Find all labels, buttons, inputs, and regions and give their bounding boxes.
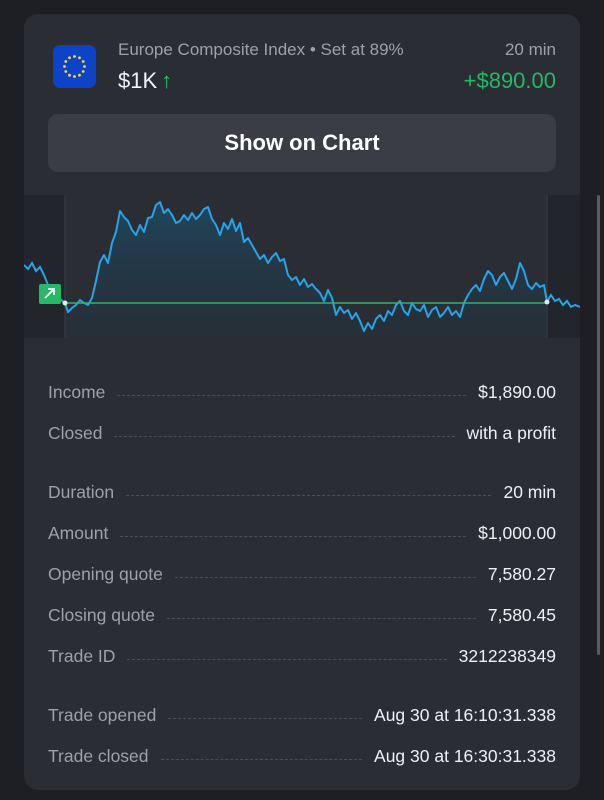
detail-label: Closing quote: [48, 605, 156, 625]
detail-label: Trade closed: [48, 746, 149, 766]
detail-value: $1,890.00: [478, 382, 556, 402]
leader-line: [160, 759, 363, 760]
trade-up-marker-icon: [39, 284, 61, 304]
detail-row-closed: Closed with a profit: [48, 403, 556, 444]
leader-line: [127, 659, 447, 660]
trade-duration: 20 min: [504, 40, 556, 59]
open-point: [62, 300, 68, 306]
detail-row-opening-quote: Opening quote 7,580.27: [48, 544, 556, 585]
detail-value: Aug 30 at 16:10:31.338: [374, 705, 556, 725]
detail-row-trade-id: Trade ID 3212238349: [48, 626, 556, 667]
section-gap: [48, 667, 556, 685]
trade-profit: +$890.00: [463, 68, 556, 93]
detail-label: Trade opened: [48, 705, 157, 725]
detail-row-trade-opened: Trade opened Aug 30 at 16:10:31.338: [48, 685, 556, 726]
close-point: [544, 299, 550, 305]
detail-label: Trade ID: [48, 646, 116, 666]
price-line-post: [546, 293, 580, 309]
asset-name: Europe Composite Index • Set at 89%: [118, 40, 404, 59]
trade-amount-row: $1K ↑: [118, 68, 172, 94]
detail-value: with a profit: [466, 423, 556, 443]
leader-line: [167, 618, 476, 619]
section-gap: [48, 444, 556, 462]
leader-line: [117, 395, 467, 396]
detail-row-trade-closed: Trade closed Aug 30 at 16:30:31.338: [48, 726, 556, 767]
scrollbar[interactable]: [597, 195, 600, 655]
price-area: [65, 202, 547, 338]
show-on-chart-button[interactable]: Show on Chart: [48, 114, 556, 172]
leader-line: [174, 577, 476, 578]
leader-line: [168, 718, 363, 719]
detail-row-income: Income $1,890.00: [48, 362, 556, 403]
leader-line: [126, 495, 492, 496]
arrow-up-icon: ↑: [161, 68, 173, 93]
detail-label: Income: [48, 382, 106, 402]
detail-value: 3212238349: [458, 646, 556, 666]
detail-value: Aug 30 at 16:30:31.338: [374, 746, 556, 766]
detail-label: Amount: [48, 523, 109, 543]
detail-value: 7,580.27: [487, 564, 556, 584]
price-line: [64, 201, 548, 332]
detail-value: $1,000.00: [478, 523, 556, 543]
detail-label: Opening quote: [48, 564, 163, 584]
detail-label: Closed: [48, 423, 103, 443]
trade-card: Europe Composite Index • Set at 89% 20 m…: [24, 14, 580, 790]
trade-amount: $1K: [118, 68, 158, 93]
detail-label: Duration: [48, 482, 115, 502]
detail-row-closing-quote: Closing quote 7,580.45: [48, 585, 556, 626]
leader-line: [120, 536, 467, 537]
eu-flag-icon: [53, 45, 96, 88]
detail-row-duration: Duration 20 min: [48, 462, 556, 503]
leader-line: [114, 436, 455, 437]
detail-row-amount: Amount $1,000.00: [48, 503, 556, 544]
price-chart: [24, 195, 580, 338]
trade-details: Income $1,890.00 Closed with a profit Du…: [48, 362, 556, 767]
detail-value: 7,580.45: [487, 605, 556, 625]
post-trade-shade: [547, 195, 580, 338]
detail-value: 20 min: [503, 482, 556, 502]
